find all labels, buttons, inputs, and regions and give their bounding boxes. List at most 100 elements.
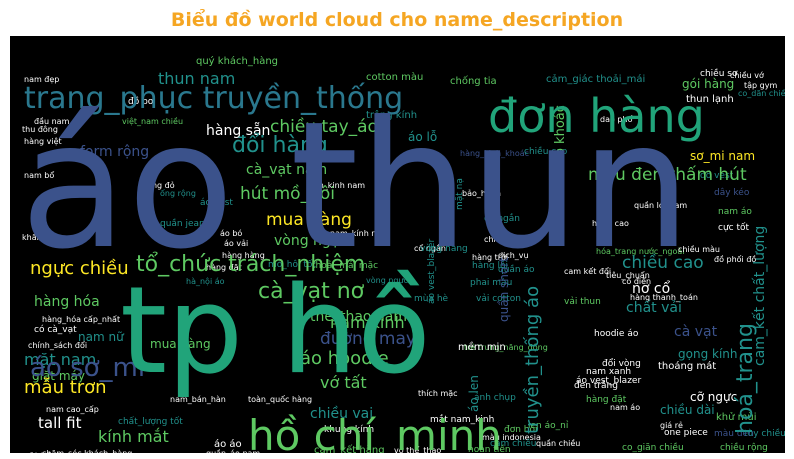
word-84: chiều sơ — [700, 68, 738, 79]
word-26: chiều vai — [310, 405, 373, 422]
word-31: thể_thao nam — [310, 308, 407, 325]
word-121: hàng_kinh_khoác — [460, 149, 529, 158]
word-0: áo thun — [20, 85, 691, 288]
word-74: vải cotton — [476, 293, 521, 304]
word-117: hoodie áo — [594, 329, 639, 339]
word-69: cổ ngắn — [484, 213, 520, 224]
word-76: nam áo — [718, 207, 752, 217]
word-97: hàng việt — [24, 136, 62, 146]
word-152: dịch_vụ — [498, 251, 529, 261]
word-33: cà vạt — [674, 324, 718, 340]
word-137: mùa hè — [414, 293, 449, 304]
word-140: hàng đỏ — [142, 180, 175, 190]
word-88: cảm chiều — [490, 438, 537, 449]
word-64: quý khách_hàng — [196, 55, 278, 67]
word-78: dây kéo — [714, 187, 750, 198]
word-82: áo vest — [200, 198, 233, 208]
word-123: hóa_trang nước_ngoài — [596, 246, 685, 256]
word-131: cam kết đổi — [564, 266, 611, 276]
word-24: kính mắt — [98, 427, 169, 446]
word-45: gọng kính — [678, 347, 738, 361]
word-87: tùy chiều — [744, 428, 785, 439]
word-122: quần lót nam — [634, 200, 687, 210]
word-92: việt_nam chiều — [122, 116, 183, 126]
word-58: khử mùi — [716, 411, 757, 423]
word-10: truyền_thống áo — [522, 286, 543, 434]
word-49: cam_kết hàng — [314, 444, 385, 453]
word-132: hàng hàng — [222, 251, 265, 260]
word-111: màu indonesia — [482, 433, 541, 442]
word-81: hàng đặt — [586, 395, 627, 405]
word-35: form rộng — [80, 144, 149, 160]
word-136: áo bó — [220, 228, 242, 238]
word-9: hoá_trang — [733, 323, 758, 434]
word-133: chiều rộng — [484, 234, 527, 244]
word-148: nam_bán_hàn — [170, 395, 226, 404]
word-50: áo áo — [214, 438, 242, 450]
word-12: mẫu trơn — [24, 377, 107, 398]
word-99: hàng_hóa cấp_nhất — [42, 314, 120, 324]
word-100: có cà_vạt — [34, 324, 77, 335]
word-38: sơ_mi nam — [690, 149, 755, 163]
word-28: hàng hóa — [34, 294, 100, 310]
word-141: quần áo — [498, 264, 535, 275]
word-57: chiều rộng — [720, 442, 768, 453]
word-1: tp hồ — [120, 262, 431, 401]
word-23: vớ tất — [320, 373, 367, 392]
word-51: gửi hàng — [22, 451, 66, 453]
word-39: nam nữ — [78, 330, 125, 344]
word-19: chiều tay_áo — [270, 116, 378, 137]
word-63: cảm_giác thoải_mái — [546, 73, 645, 85]
word-127: dao phố — [600, 114, 633, 124]
word-94: tập gym — [744, 81, 777, 91]
word-126: nam_kinh nam — [306, 181, 365, 190]
word-98: đầu nam — [34, 116, 70, 126]
word-103: nam cao_cấp — [46, 404, 99, 414]
word-110: mắt nam_kinh — [430, 414, 494, 425]
word-144: nam bổ — [24, 170, 54, 180]
word-139: bảo_hành — [462, 188, 501, 198]
word-135: áo vải — [224, 238, 248, 248]
word-55: hoàn tiền — [468, 444, 511, 453]
word-96: thu đông — [22, 124, 58, 134]
word-105: ảnh chụp — [474, 392, 516, 403]
word-128: đồ phối đồ — [714, 254, 756, 264]
word-4: trang_phục truyền_thống — [24, 81, 403, 116]
word-44: cỡ ngực — [690, 390, 737, 404]
word-8: cà_vạt nơ — [258, 279, 365, 304]
word-72: mỏ_hôi tốt — [268, 259, 316, 270]
word-101: chăm_sóc khách_hàng — [42, 448, 132, 453]
word-106: đổi vòng — [602, 358, 641, 369]
word-93: chiều vớ — [730, 70, 764, 80]
word-90: đồ vest — [700, 170, 734, 181]
word-95: co_dãn chiều — [738, 88, 785, 98]
word-154: giá rẻ — [660, 420, 683, 430]
word-116: trẻ trung_năng_động — [464, 342, 548, 352]
word-77: cực tốt — [718, 222, 749, 233]
word-114: vớ thể_thao — [394, 445, 441, 453]
word-54: khung kính — [324, 425, 374, 435]
word-61: cotton màu — [366, 71, 423, 83]
word-3: hồ chí_minh — [248, 411, 502, 453]
word-134: khăng_dung — [22, 233, 71, 242]
word-16: chiều cao — [622, 252, 704, 273]
word-119: thích mặc — [418, 389, 458, 399]
word-142: vòng ngực — [366, 275, 408, 286]
word-65: trông kính — [366, 109, 417, 121]
word-70: hàng lỗi — [472, 260, 508, 271]
word-146: nam_kính nam — [330, 229, 389, 238]
word-17: đường may — [320, 329, 416, 349]
word-120: quần_áo nam — [206, 448, 260, 453]
word-59: thoáng mát — [658, 360, 716, 372]
word-36: vòng ngực — [274, 233, 347, 249]
word-66: thun lạnh — [686, 94, 734, 105]
word-73: thoải_mái mặc — [312, 260, 378, 271]
word-102: chính_sách đổi — [28, 340, 87, 350]
word-2: đơn hàng — [488, 89, 705, 143]
word-125: hàng đặt — [206, 263, 242, 273]
word-43: gói hàng — [682, 77, 734, 91]
word-41: chiều dài — [660, 403, 715, 417]
word-62: chống tia — [450, 75, 497, 87]
word-89: màu đen — [714, 429, 754, 439]
chart-title: Biểu đồ world cloud cho name_description — [170, 9, 624, 31]
